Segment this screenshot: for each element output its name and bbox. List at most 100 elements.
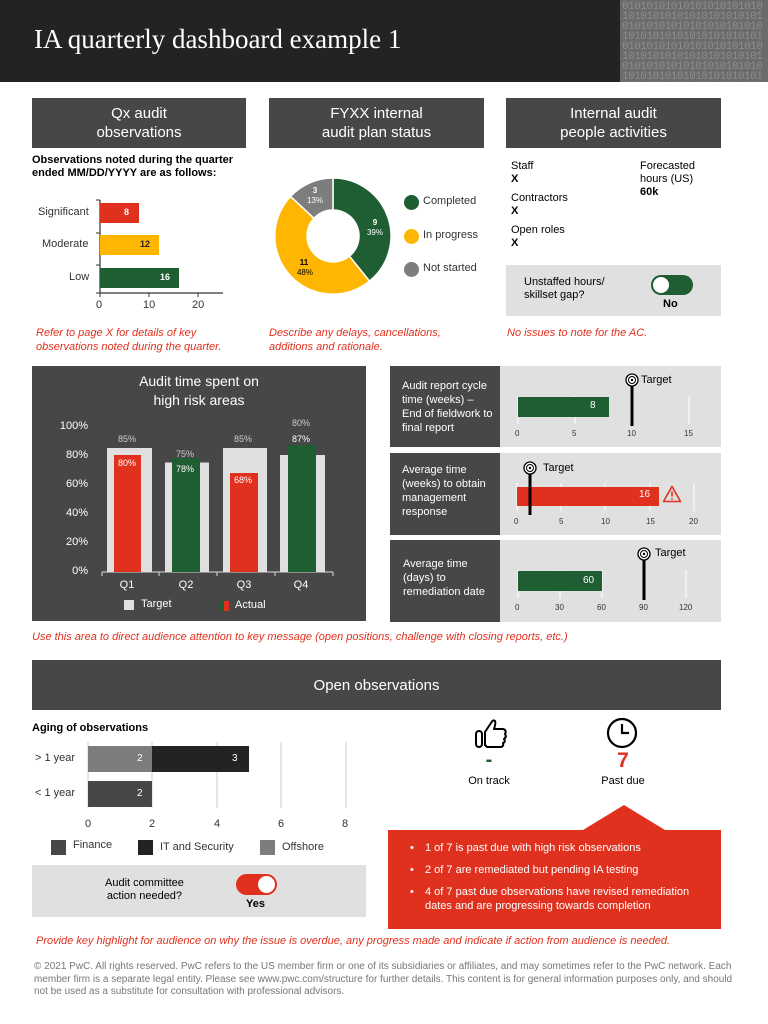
- xtick-q3: Q3: [236, 579, 252, 591]
- legend-finance-swatch: [51, 840, 66, 855]
- kpi3-xtick-60: 60: [597, 603, 606, 612]
- not-started-percent: 13%: [306, 196, 323, 205]
- ytick-0: 0%: [72, 565, 88, 577]
- warning-icon: [662, 485, 682, 503]
- kpi3-bullet-chart: [500, 540, 721, 622]
- xtick-q2: Q2: [178, 579, 194, 591]
- kpi2-label: Average time (weeks) to obtain managemen…: [402, 464, 486, 518]
- q3-target-value: 85: [233, 434, 244, 444]
- plan-note: Describe any delays, cancellations, addi…: [269, 327, 441, 353]
- forecast-value: 60k: [640, 186, 659, 198]
- kpi1-xtick-15: 15: [684, 429, 693, 438]
- legend-completed-swatch: [404, 195, 419, 210]
- q4-target-label: 80%: [291, 418, 311, 428]
- footer-disclaimer: © 2021 PwC. All rights reserved. PwC ref…: [34, 961, 733, 997]
- forecast-label-line2: hours (US): [640, 173, 694, 185]
- binary-pattern-decoration: 0101010101010101010101010101010101010101…: [620, 0, 768, 82]
- legend-in-progress: In progress: [423, 229, 479, 241]
- high-risk-title-line2: high risk areas: [153, 392, 245, 408]
- q4-actual-label: 87%: [291, 434, 311, 444]
- aging-xtick-8: 8: [342, 818, 349, 830]
- kpi2-xtick-15: 15: [646, 517, 655, 526]
- people-note: No issues to note for the AC.: [507, 327, 648, 339]
- kpi2-value: 16: [639, 489, 651, 500]
- aging-xtick-2: 2: [149, 818, 156, 830]
- kpi1-value: 8: [590, 400, 596, 411]
- kpi1-bullet-chart: [500, 366, 721, 447]
- aging-xtick-0: 0: [85, 818, 92, 830]
- kpi1-label-panel: [390, 366, 500, 447]
- q4-actual-value: 87: [291, 434, 302, 444]
- q2-actual-label: 78%: [175, 464, 195, 474]
- highlight-note: Provide key highlight for audience on wh…: [36, 935, 671, 947]
- aging-category-over-1-year: > 1 year: [35, 752, 76, 764]
- skillset-gap-label: Unstaffed hours/ skillset gap?: [524, 276, 605, 302]
- observations-section-header: Qx audit observations: [32, 98, 246, 148]
- legend-completed: Completed: [423, 195, 477, 207]
- aging-title: Aging of observations: [32, 722, 149, 734]
- ac-action-toggle[interactable]: [236, 874, 277, 895]
- bullet-text-1: 1 of 7 is past due with high risk observ…: [425, 842, 641, 854]
- q2-actual-value: 78: [175, 464, 186, 474]
- legend-not-started-swatch: [404, 262, 419, 277]
- xtick-0: 0: [96, 299, 103, 311]
- kpi2-label-panel: [390, 453, 500, 535]
- kpi1-xtick-0: 0: [515, 429, 520, 438]
- ytick-40: 40%: [65, 507, 88, 519]
- ytick-20: 20%: [65, 536, 88, 548]
- observations-title-line2: observations: [96, 124, 182, 141]
- legend-in-progress-swatch: [404, 229, 419, 244]
- kpi2-xtick-10: 10: [601, 517, 610, 526]
- observations-title-line1: Qx audit: [111, 105, 167, 122]
- key-message-note: Use this area to direct audience attenti…: [32, 631, 568, 643]
- q4-target-value: 80: [291, 418, 302, 428]
- kpi1-xtick-5: 5: [572, 429, 577, 438]
- plan-section-header: FYXX internal audit plan status: [269, 98, 484, 148]
- completed-percent: 39%: [366, 228, 383, 237]
- toggle-knob: [653, 277, 669, 293]
- q1-target-label: 85%: [117, 434, 137, 444]
- people-title-line1: Internal audit: [570, 105, 657, 122]
- observations-note: Refer to page X for details of key obser…: [36, 327, 222, 353]
- people-section-header: Internal audit people activities: [506, 98, 721, 148]
- q3-target-label: 85%: [233, 434, 253, 444]
- bullet-text-2: 2 of 7 are remediated but pending IA tes…: [425, 864, 639, 876]
- legend-offshore-swatch: [260, 840, 275, 855]
- q1-actual-label: 80%: [117, 458, 137, 468]
- bullet-text-3: 4 of 7 past due observations have revise…: [425, 886, 690, 912]
- q2-target-value: 75: [175, 449, 186, 459]
- past-due-label: Past due: [601, 775, 645, 787]
- open-observations-title: Open observations: [313, 676, 440, 694]
- staff-value: X: [511, 173, 519, 185]
- kpi3-xtick-30: 30: [555, 603, 564, 612]
- ac-action-value: Yes: [246, 898, 265, 910]
- legend-target-swatch: [124, 600, 134, 610]
- ac-label-line1: Audit committee: [105, 877, 184, 889]
- q2-target-label: 75%: [175, 449, 195, 459]
- skillset-gap-toggle[interactable]: [651, 275, 693, 295]
- finance-under-1-year-value: 2: [137, 788, 143, 799]
- not-started-value: 3: [312, 186, 318, 195]
- value-moderate: 12: [140, 239, 151, 249]
- q3-actual-label: 68%: [233, 475, 253, 485]
- xtick-q4: Q4: [293, 579, 309, 591]
- legend-target: Target: [141, 598, 172, 610]
- past-due-bullet-list: • 1 of 7 is past due with high risk obser…: [408, 841, 708, 913]
- ac-action-panel: [32, 865, 366, 917]
- legend-it-security-swatch: [138, 840, 153, 855]
- offshore-over-1-year-value: 2: [137, 753, 143, 764]
- on-track-label: On track: [468, 775, 510, 787]
- aging-category-under-1-year: < 1 year: [35, 787, 76, 799]
- legend-not-started: Not started: [423, 262, 477, 274]
- kpi2-xtick-20: 20: [689, 517, 698, 526]
- high-risk-bar-chart: [32, 366, 366, 621]
- plan-title-line1: FYXX internal: [330, 105, 423, 122]
- aging-xtick-6: 6: [278, 818, 285, 830]
- completed-value: 9: [372, 218, 378, 227]
- ytick-80: 80%: [65, 449, 88, 461]
- contractors-value: X: [511, 205, 519, 217]
- category-low: Low: [69, 271, 90, 283]
- legend-finance: Finance: [73, 839, 113, 851]
- legend-actual-swatch-green: [219, 601, 224, 611]
- kpi1-target-label: Target: [641, 374, 672, 386]
